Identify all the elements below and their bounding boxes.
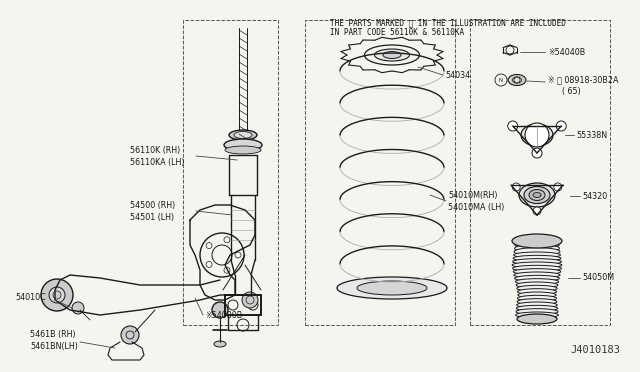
Text: ※54080B: ※54080B <box>205 311 243 320</box>
Ellipse shape <box>234 131 252 138</box>
Ellipse shape <box>521 124 553 146</box>
Text: 56110KA (LH): 56110KA (LH) <box>130 157 184 167</box>
Ellipse shape <box>357 281 427 295</box>
Ellipse shape <box>515 279 559 285</box>
Text: 5461B (RH): 5461B (RH) <box>30 330 76 340</box>
Ellipse shape <box>533 192 541 198</box>
Ellipse shape <box>515 275 559 281</box>
Ellipse shape <box>529 189 545 201</box>
Text: 54050M: 54050M <box>582 273 614 282</box>
Ellipse shape <box>513 252 561 258</box>
Circle shape <box>556 121 566 131</box>
Text: ( 65): ( 65) <box>562 87 580 96</box>
Text: N: N <box>499 77 503 83</box>
Ellipse shape <box>518 289 557 295</box>
Ellipse shape <box>513 265 561 271</box>
Ellipse shape <box>513 77 522 83</box>
Circle shape <box>508 121 518 131</box>
Ellipse shape <box>516 309 558 315</box>
Ellipse shape <box>518 295 557 301</box>
Circle shape <box>121 326 139 344</box>
Text: 54501 (LH): 54501 (LH) <box>130 212 174 221</box>
Circle shape <box>554 183 562 191</box>
Ellipse shape <box>515 241 559 249</box>
Text: 54034: 54034 <box>445 71 470 80</box>
Ellipse shape <box>517 299 557 305</box>
Text: IN PART CODE 56110K & 56110KA: IN PART CODE 56110K & 56110KA <box>330 28 464 37</box>
Ellipse shape <box>516 312 558 318</box>
Ellipse shape <box>516 282 558 288</box>
Text: THE PARTS MARKED ※ IN THE ILLUSTRATION ARE INCLUDED: THE PARTS MARKED ※ IN THE ILLUSTRATION A… <box>330 18 566 27</box>
Text: 54010C: 54010C <box>15 294 45 302</box>
Bar <box>183 20 278 325</box>
Ellipse shape <box>337 277 447 299</box>
Circle shape <box>532 148 542 158</box>
Text: 54010M(RH): 54010M(RH) <box>448 190 497 199</box>
Circle shape <box>49 287 65 303</box>
Text: 5461BN(LH): 5461BN(LH) <box>30 343 78 352</box>
Ellipse shape <box>214 341 226 347</box>
Text: 54500 (RH): 54500 (RH) <box>130 201 175 209</box>
Circle shape <box>53 291 61 299</box>
Circle shape <box>525 123 549 147</box>
Ellipse shape <box>515 244 559 252</box>
Circle shape <box>242 292 258 308</box>
Circle shape <box>212 302 228 318</box>
Ellipse shape <box>517 314 557 324</box>
Ellipse shape <box>229 130 257 140</box>
Text: 54010MA (LH): 54010MA (LH) <box>448 202 504 212</box>
Ellipse shape <box>518 292 556 298</box>
Ellipse shape <box>513 269 561 275</box>
Text: ※ ⓓ 08918-30B2A: ※ ⓓ 08918-30B2A <box>548 76 618 84</box>
Ellipse shape <box>513 259 561 264</box>
Text: 56110K (RH): 56110K (RH) <box>130 145 180 154</box>
Ellipse shape <box>374 49 410 61</box>
Ellipse shape <box>516 302 557 308</box>
Ellipse shape <box>508 74 526 86</box>
Bar <box>470 20 610 325</box>
Ellipse shape <box>225 146 261 154</box>
Text: 54320: 54320 <box>582 192 607 201</box>
Ellipse shape <box>516 305 557 311</box>
Text: J4010183: J4010183 <box>570 345 620 355</box>
Circle shape <box>72 302 84 314</box>
Bar <box>305 20 455 325</box>
Ellipse shape <box>512 262 562 268</box>
Ellipse shape <box>512 234 562 248</box>
Ellipse shape <box>514 248 560 256</box>
Ellipse shape <box>224 139 262 151</box>
Ellipse shape <box>519 183 555 207</box>
Text: 55338N: 55338N <box>576 131 607 140</box>
Circle shape <box>41 279 73 311</box>
Circle shape <box>533 207 541 215</box>
Ellipse shape <box>383 51 401 58</box>
Ellipse shape <box>514 272 560 278</box>
Text: ※54040B: ※54040B <box>548 48 585 57</box>
Circle shape <box>512 183 520 191</box>
Ellipse shape <box>516 285 557 291</box>
Ellipse shape <box>524 186 550 203</box>
Ellipse shape <box>513 255 561 262</box>
